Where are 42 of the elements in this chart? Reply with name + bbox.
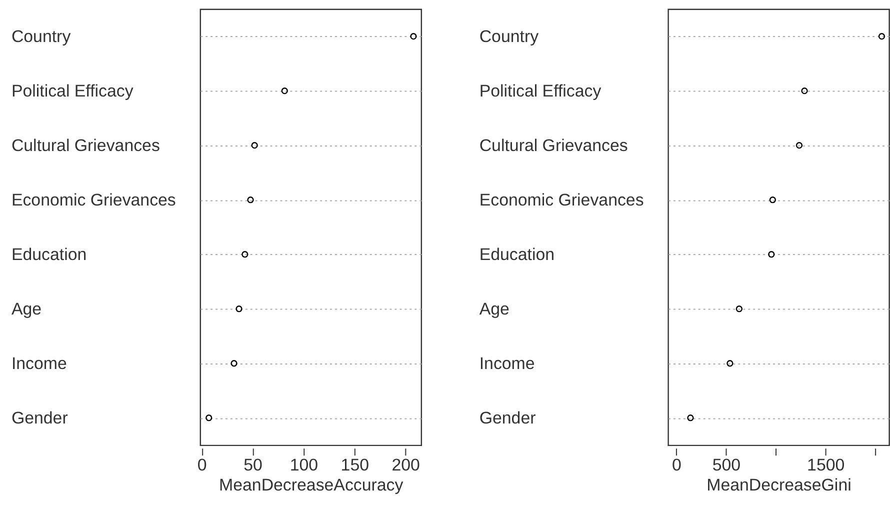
y-tick-label: Cultural Grievances [479, 136, 628, 155]
point [410, 33, 417, 40]
y-tick-label: Economic Grievances [479, 190, 644, 210]
point [247, 196, 254, 204]
y-tick-label: Political Efficacy [11, 81, 134, 100]
x-tick-label: 100 [290, 456, 318, 474]
point [206, 414, 212, 422]
x-tick-label: 0 [197, 456, 207, 474]
x-tick-label: 0 [672, 456, 682, 474]
point [687, 414, 694, 422]
point [796, 142, 803, 149]
y-tick-label: Income [11, 354, 67, 373]
y-tick-label: Income [479, 354, 535, 373]
y-tick-label: Economic Grievances [11, 190, 176, 210]
x-tick-label: 200 [392, 456, 420, 474]
x-axis-title: MeanDecreaseGini [706, 475, 852, 494]
point [726, 360, 734, 367]
y-tick-label: Gender [11, 408, 68, 428]
point [878, 33, 886, 40]
y-tick-label: Country [11, 26, 72, 46]
point [801, 88, 808, 94]
point [230, 360, 238, 367]
x-tick-label: 1500 [807, 456, 845, 474]
y-tick-label: Age [11, 299, 42, 318]
x-tick-label: 50 [244, 456, 262, 474]
x-tick-label: 500 [712, 456, 741, 474]
point [281, 88, 288, 94]
point [768, 251, 775, 258]
y-tick-label: Education [479, 244, 555, 264]
y-tick-label: Gender [479, 408, 536, 428]
y-tick-label: Age [479, 299, 510, 318]
point [242, 251, 248, 258]
y-tick-label: Political Efficacy [479, 81, 602, 100]
point [251, 142, 258, 149]
y-tick-label: Country [479, 26, 540, 46]
point [736, 306, 743, 312]
point [236, 306, 242, 312]
x-tick-label: 150 [340, 456, 370, 474]
point [769, 196, 776, 204]
y-tick-label: Education [11, 244, 87, 264]
x-axis-title: MeanDecreaseAccuracy [219, 475, 404, 494]
y-tick-label: Cultural Grievances [11, 136, 160, 155]
